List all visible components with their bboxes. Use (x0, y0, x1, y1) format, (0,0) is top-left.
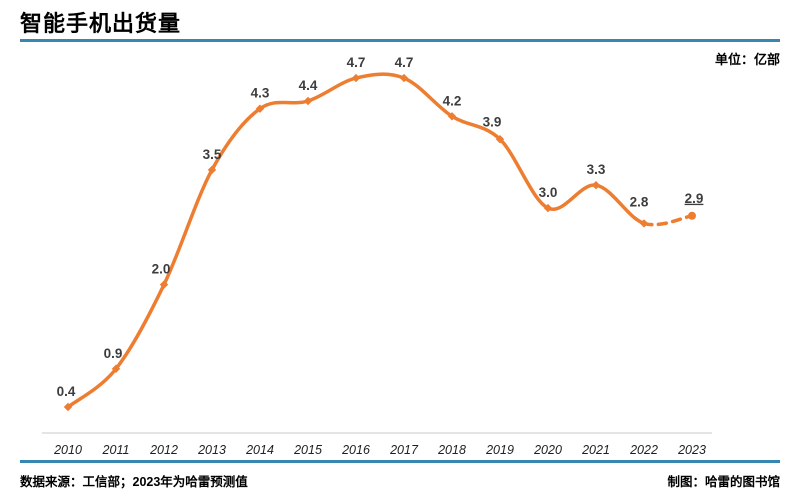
x-tick-label-2022: 2022 (629, 443, 658, 457)
x-tick-label-2011: 2011 (102, 443, 130, 457)
data-point-2022 (639, 219, 649, 228)
page-title: 智能手机出货量 (20, 11, 182, 36)
data-label-2012: 2.0 (152, 262, 171, 277)
data-label-2016: 4.7 (347, 55, 366, 70)
data-point-2014 (255, 104, 265, 113)
data-point-2018 (447, 112, 457, 121)
series-line-forecast-dashed (642, 214, 694, 227)
data-point-2021 (591, 180, 601, 190)
data-point-2017 (399, 73, 409, 83)
data-label-2021: 3.3 (587, 162, 606, 177)
data-point-2010 (63, 402, 73, 412)
data-point-2020 (543, 203, 553, 213)
data-label-2019: 3.9 (483, 114, 502, 129)
x-tick-label-2012: 2012 (149, 443, 178, 457)
x-tick-label-2010: 2010 (53, 443, 82, 457)
data-label-2017: 4.7 (395, 55, 414, 70)
x-tick-label-2014: 2014 (245, 443, 274, 457)
x-tick-label-2019: 2019 (485, 443, 514, 457)
x-tick-label-2015: 2015 (293, 443, 322, 457)
data-point-2015 (303, 96, 313, 106)
data-label-2014: 4.3 (251, 86, 270, 101)
data-label-2023: 2.9 (685, 191, 704, 206)
data-label-2020: 3.0 (539, 185, 558, 200)
x-tick-label-2016: 2016 (341, 443, 370, 457)
x-tick-label-2013: 2013 (197, 443, 226, 457)
data-label-2010: 0.4 (57, 384, 76, 399)
data-point-2016 (351, 73, 361, 83)
title-divider-line (20, 39, 780, 42)
x-tick-label-2020: 2020 (533, 443, 562, 457)
footer-divider-line (20, 460, 780, 463)
x-tick-label-2017: 2017 (389, 443, 419, 457)
data-label-2011: 0.9 (104, 346, 123, 361)
x-tick-label-2023: 2023 (677, 443, 706, 457)
data-point-2013 (207, 165, 217, 175)
data-source-note: 数据来源：工信部；2023年为哈雷预测值 (20, 475, 248, 489)
unit-label: 单位：亿部 (714, 52, 780, 67)
data-point-2023 (688, 211, 696, 220)
data-label-2018: 4.2 (443, 93, 462, 108)
data-point-2019 (495, 135, 505, 144)
series-line (66, 72, 646, 409)
data-label-2015: 4.4 (299, 78, 318, 93)
x-tick-label-2018: 2018 (437, 443, 466, 457)
x-tick-label-2021: 2021 (581, 443, 610, 457)
data-label-2013: 3.5 (203, 147, 222, 162)
data-label-2022: 2.8 (630, 194, 649, 209)
data-point-2012 (159, 280, 169, 289)
data-point-2011 (111, 364, 121, 373)
chart-credit: 制图：哈雷的图书馆 (667, 475, 780, 489)
